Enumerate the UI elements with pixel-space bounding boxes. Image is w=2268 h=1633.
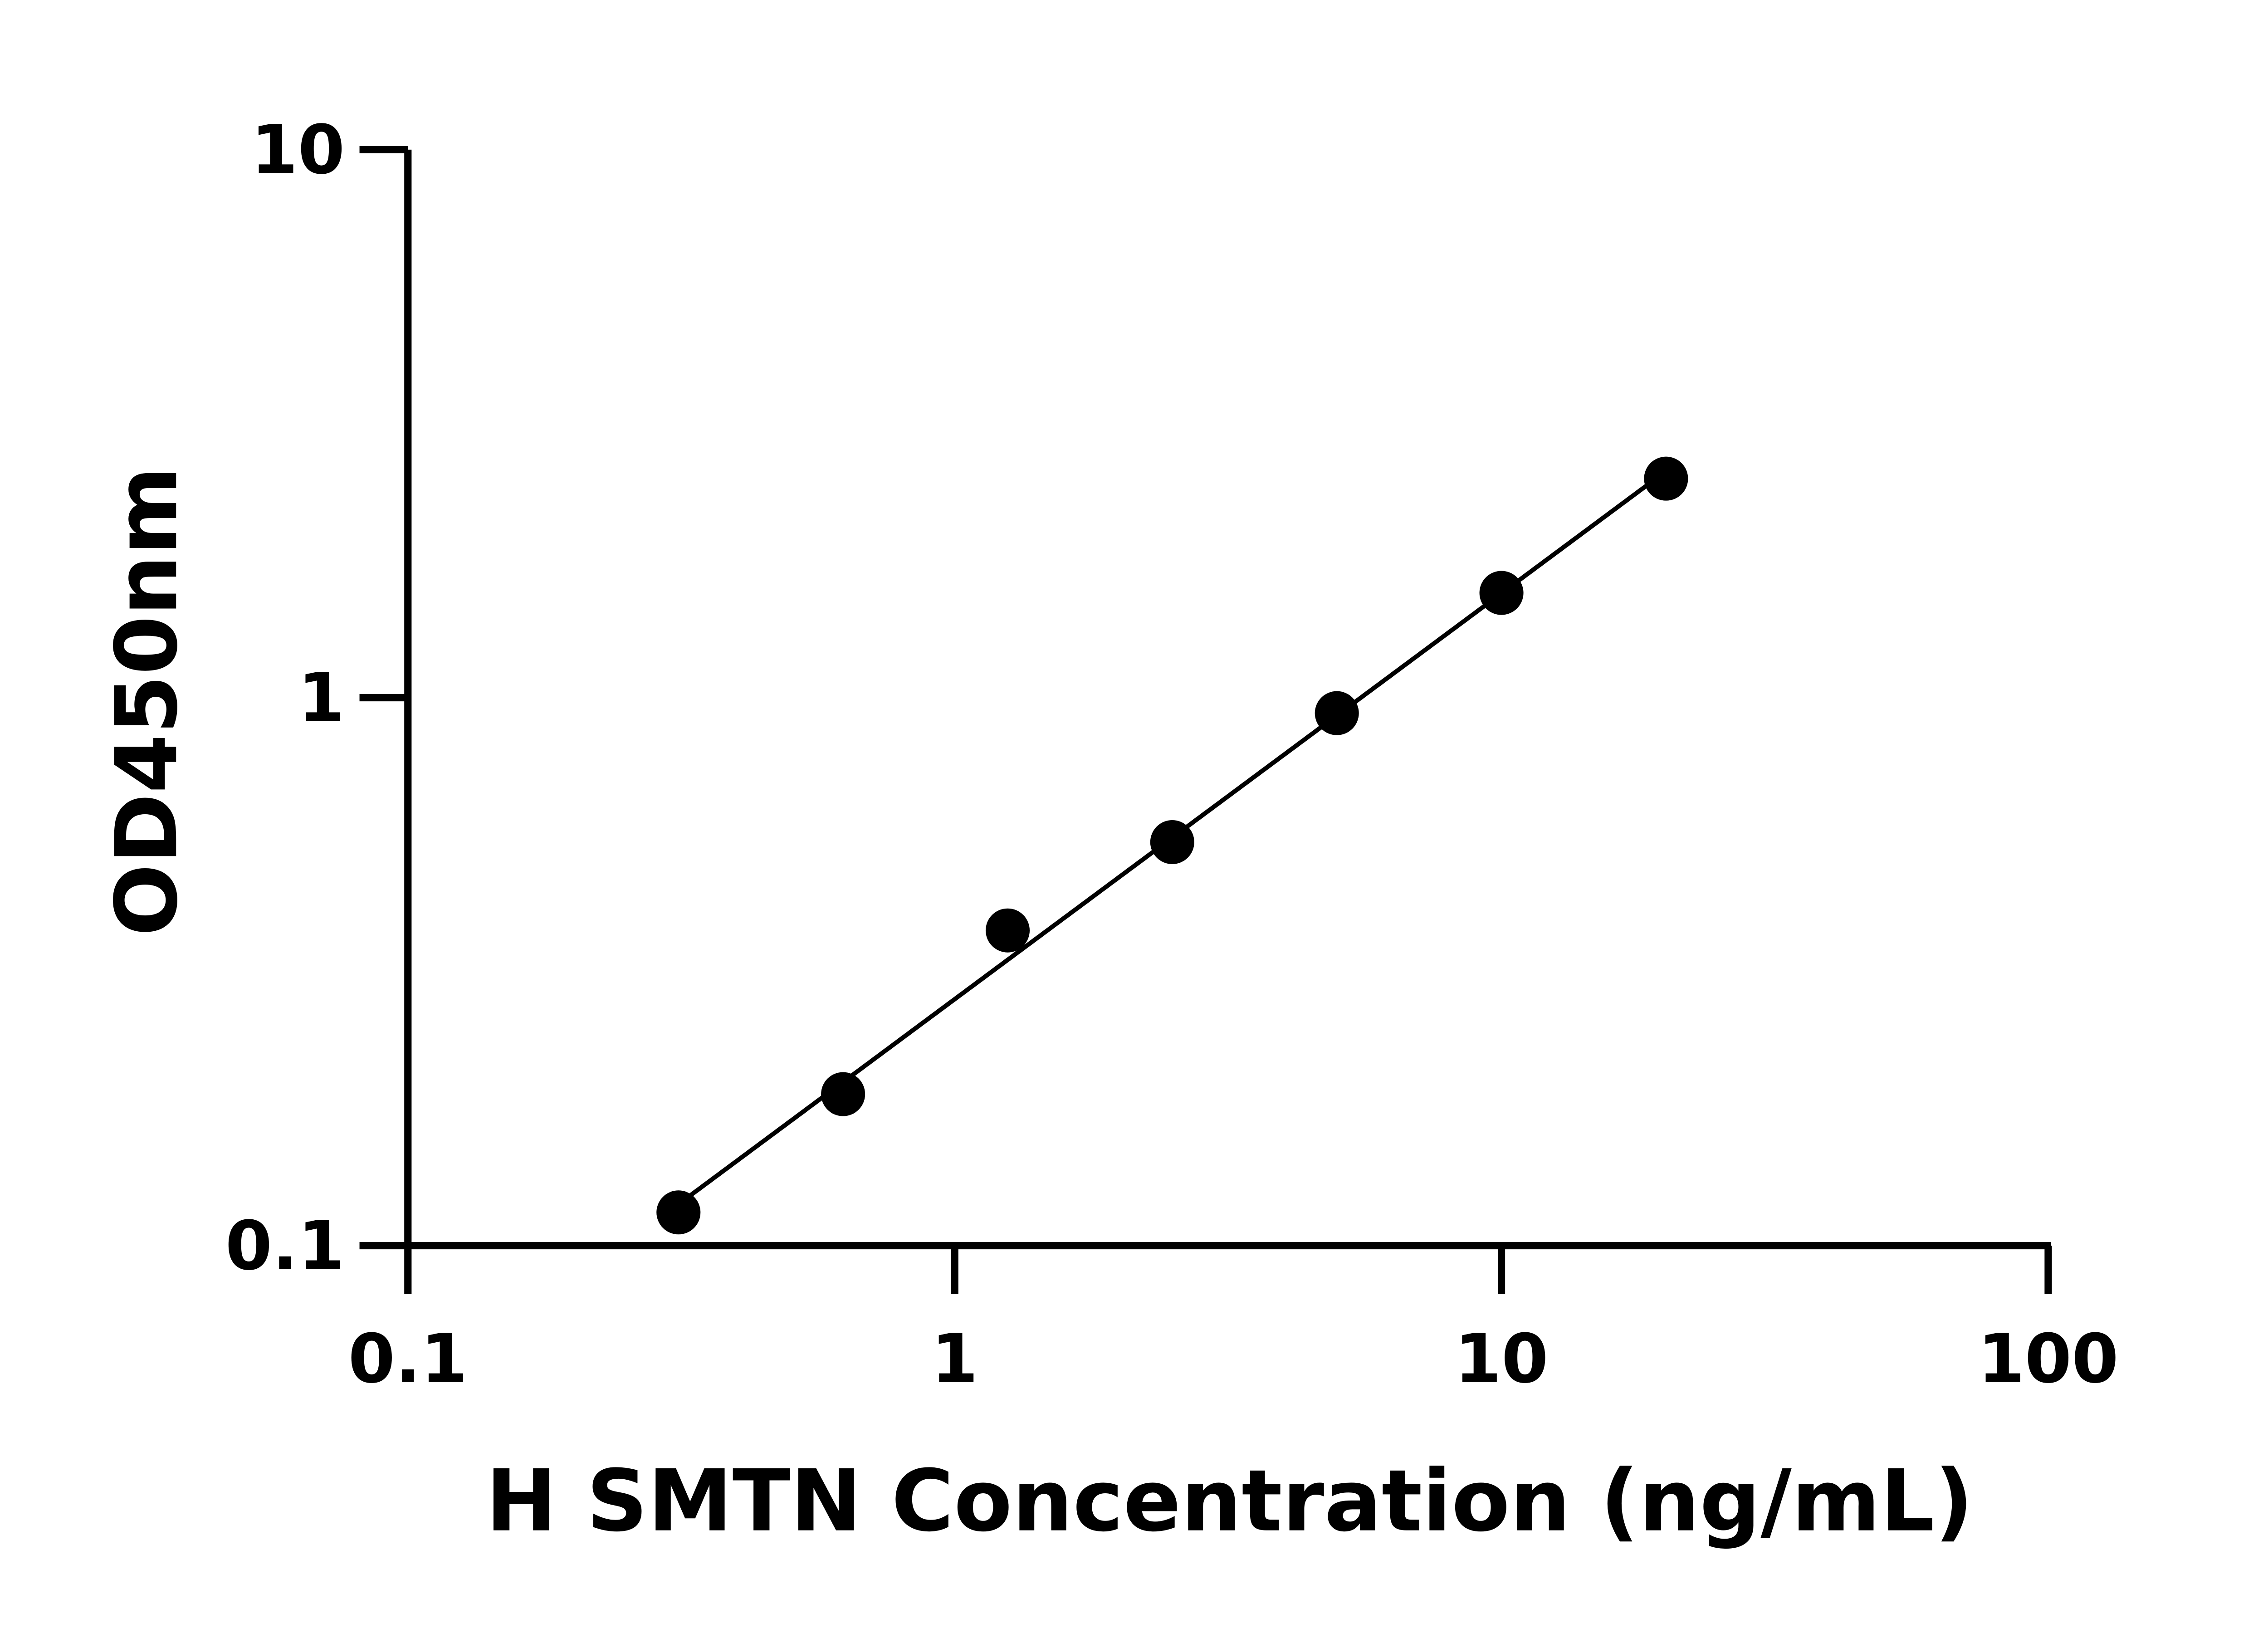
data-point [1315,691,1359,735]
tick-labels: 0.1 1 10 0.1 1 10 100 [225,111,2119,1398]
y-tick-label: 0.1 [225,1207,345,1286]
data-points [656,456,1688,1235]
axes [359,146,2052,1294]
data-point [985,908,1030,953]
x-axis-title: H SMTN Concentration (ng/mL) [486,1452,1974,1551]
y-tick-label: 10 [251,111,345,190]
y-tick-label: 1 [298,659,345,738]
data-point [1150,820,1194,864]
data-point [821,1072,865,1116]
data-point [1644,456,1688,501]
x-tick-label: 10 [1455,1320,1549,1398]
x-tick-label: 1 [931,1320,978,1398]
y-axis-title: OD450nm [98,466,196,936]
data-point [1479,571,1524,615]
x-tick-label: 0.1 [348,1320,468,1398]
x-tick-label: 100 [1978,1320,2119,1398]
data-point [656,1190,701,1235]
